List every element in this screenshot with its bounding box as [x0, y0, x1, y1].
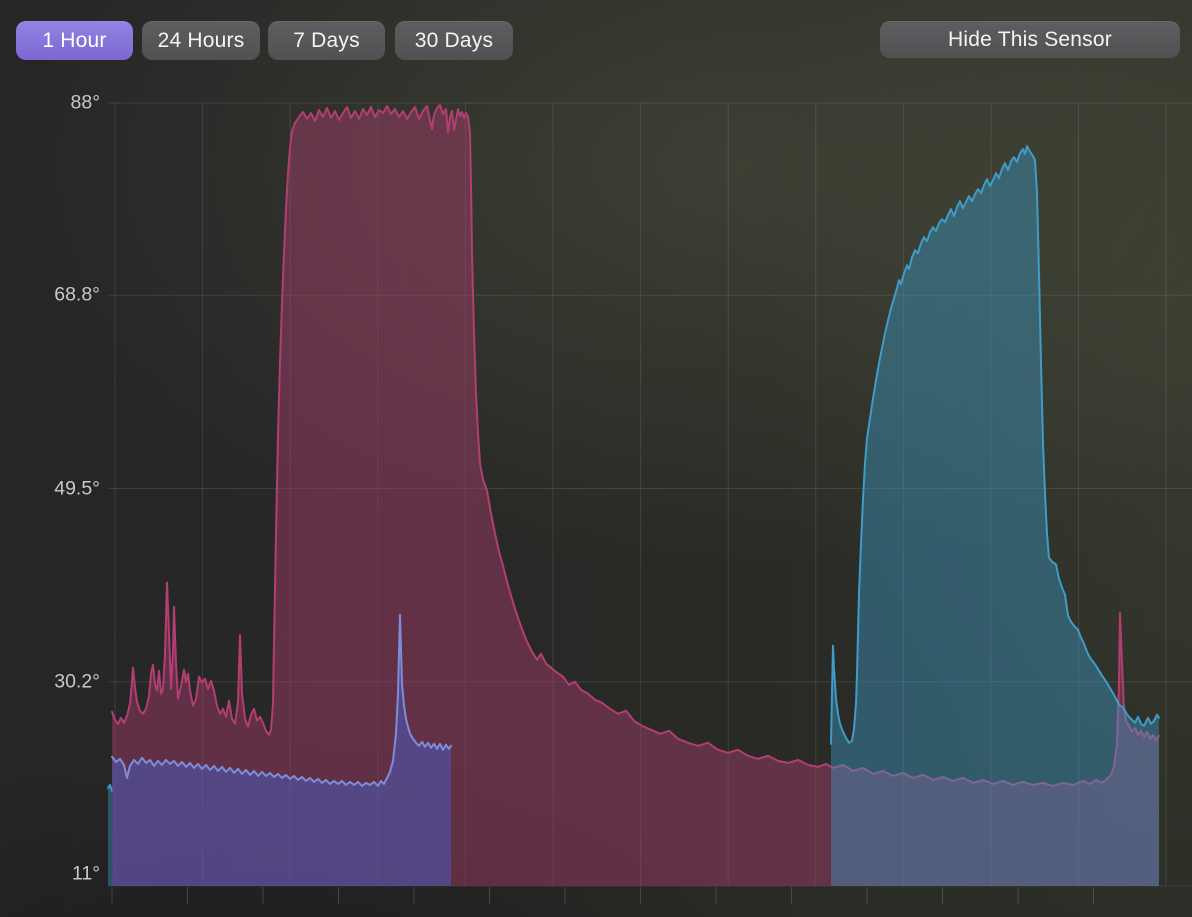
- range-button-1-hour[interactable]: 1 Hour: [16, 21, 133, 60]
- range-button-30-days[interactable]: 30 Days: [395, 21, 513, 60]
- y-axis-label: 68.8°: [54, 283, 100, 306]
- range-button-7-days[interactable]: 7 Days: [268, 21, 385, 60]
- y-axis-label: 49.5°: [54, 476, 100, 499]
- hide-sensor-button[interactable]: Hide This Sensor: [880, 21, 1180, 58]
- y-axis-label: 11°: [71, 862, 100, 885]
- y-axis-label: 30.2°: [54, 670, 100, 692]
- y-axis-label: 88°: [70, 91, 101, 114]
- range-button-24-hours[interactable]: 24 Hours: [142, 21, 260, 60]
